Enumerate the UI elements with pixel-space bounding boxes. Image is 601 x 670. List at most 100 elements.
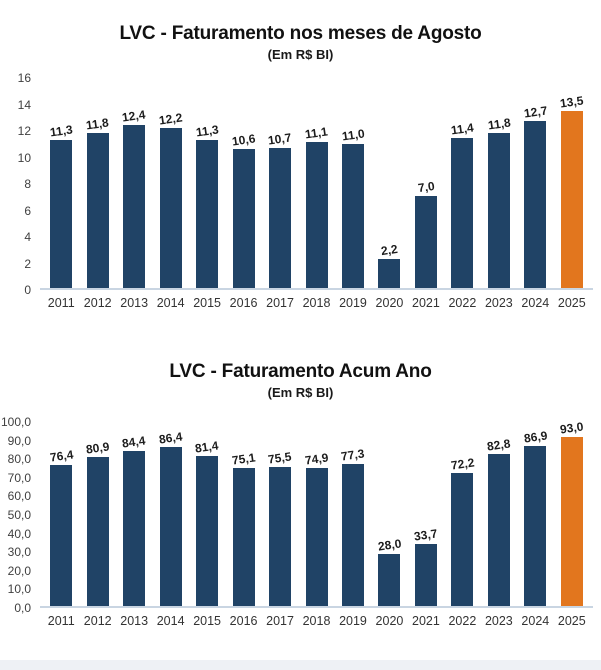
- x-tick-label: 2017: [266, 296, 294, 310]
- y-tick-label: 30,0: [7, 545, 31, 560]
- bar-2019: [341, 463, 364, 606]
- bar-value-label: 11,0: [340, 126, 366, 144]
- x-tick-label: 2016: [229, 614, 258, 628]
- bar-2023: [487, 133, 510, 288]
- bar-value-label: 11,8: [486, 115, 512, 133]
- bar-slot-2020: 2,2: [371, 78, 407, 288]
- x-tick-label: 2017: [266, 614, 294, 628]
- y-tick-label: 6: [24, 203, 31, 218]
- y-axis: 0 2 4 6 8 10 12 14 16: [0, 72, 40, 296]
- bar-slot-2019: 77,3: [335, 422, 371, 606]
- bar-2015: [196, 139, 219, 288]
- chart-title: LVC - Faturamento Acum Ano: [169, 361, 432, 382]
- x-tick-label: 2023: [484, 614, 513, 628]
- bar-slot-2023: 82,8: [481, 422, 517, 606]
- chart-subtitle: (Em R$ BI): [267, 47, 334, 62]
- x-tick-label: 2022: [448, 614, 477, 628]
- bar-slot-2013: 84,4: [116, 422, 152, 606]
- x-tick-label: 2018: [302, 614, 331, 628]
- bar-value-label: 84,4: [121, 433, 147, 451]
- bar-slot-2014: 12,2: [152, 78, 188, 288]
- bar-slot-2011: 76,4: [43, 422, 79, 606]
- x-tick-label: 2025: [557, 296, 586, 310]
- y-tick-label: 50,0: [7, 508, 31, 522]
- chart-faturamento-acum-ano: LVC - Faturamento Acum Ano (Em R$ BI) 0,…: [0, 360, 601, 628]
- bar-slot-2015: 81,4: [189, 422, 225, 606]
- x-tick-label: 2022: [448, 296, 477, 310]
- x-tick-label: 2012: [83, 296, 112, 310]
- bar-value-label: 86,4: [158, 429, 184, 447]
- x-tick-label: 2015: [193, 296, 222, 310]
- bar-value-label: 10,7: [267, 130, 293, 148]
- x-tick-label: 2024: [521, 296, 550, 310]
- bar-slot-2015: 11,3: [189, 78, 225, 288]
- bar-value-label: 12,2: [158, 110, 184, 128]
- bar-2023: [487, 453, 510, 606]
- bar-slot-2018: 11,1: [298, 78, 334, 288]
- bar-value-label: 77,3: [340, 446, 366, 464]
- y-tick-label: 2: [24, 256, 31, 271]
- y-tick-label: 0,0: [14, 601, 31, 615]
- bar-value-label: 76,4: [48, 447, 74, 465]
- y-tick-label: 4: [24, 230, 31, 244]
- plot-area: 76,4 80,9 84,4 86,4 81,4 75,1 75,5 74,9 77,3 28,0…: [40, 419, 593, 608]
- bar-2016: [232, 148, 255, 288]
- bottom-strip: [0, 660, 601, 670]
- bar-slot-2021: 33,7: [408, 422, 444, 606]
- bar-slot-2011: 11,3: [43, 78, 79, 288]
- x-tick-label: 2013: [120, 296, 149, 310]
- bar-slot-2022: 72,2: [444, 422, 480, 606]
- y-tick-label: 14: [17, 97, 31, 112]
- bar-value-label: 11,3: [49, 122, 74, 140]
- bar-slot-2012: 80,9: [79, 422, 115, 606]
- bar-2013: [123, 125, 146, 288]
- bar-slot-2019: 11,0: [335, 78, 371, 288]
- bar-slot-2025: 93,0: [554, 419, 590, 606]
- bar-2024: [524, 446, 547, 606]
- bar-value-label: 2,2: [380, 242, 399, 259]
- x-tick-label: 2021: [412, 614, 440, 628]
- x-tick-label: 2025: [557, 614, 586, 628]
- bar-slot-2021: 7,0: [408, 78, 444, 288]
- bar-value-label: 80,9: [85, 439, 111, 457]
- bar-value-label: 11,3: [194, 122, 220, 140]
- y-tick-label: 10: [17, 150, 31, 165]
- bar-slot-2024: 12,7: [517, 78, 553, 288]
- bar-slot-2023: 11,8: [481, 78, 517, 288]
- x-tick-label: 2019: [339, 296, 367, 310]
- x-tick-label: 2024: [521, 614, 550, 628]
- bar-2015: [196, 456, 219, 606]
- y-tick-label: 40,0: [7, 526, 31, 541]
- bar-2014: [159, 447, 182, 606]
- bar-value-label: 12,4: [121, 107, 147, 125]
- bar-value-label: 12,7: [522, 103, 548, 121]
- bar-2011: [50, 139, 73, 288]
- bar-slot-2016: 10,6: [225, 78, 261, 288]
- x-tick-label: 2015: [193, 614, 222, 628]
- bar-2021: [414, 544, 437, 606]
- bar-2012: [86, 133, 109, 288]
- bar-value-label: 33,7: [413, 526, 439, 544]
- x-tick-label: 2018: [302, 296, 331, 310]
- y-tick-label: 100,0: [0, 415, 31, 429]
- x-axis: 2011 2012 2013 2014 2015 2016 2017 2018 2019 2020…: [40, 290, 593, 310]
- bar-slot-2012: 11,8: [79, 78, 115, 288]
- bar-value-label: 10,6: [231, 131, 257, 149]
- bar-value-label: 86,9: [522, 428, 548, 446]
- bar-2014: [159, 127, 182, 288]
- y-tick-label: 8: [24, 177, 31, 191]
- y-axis: 0,0 10,0 20,0 30,0 40,0 50,0 60,0 70,0 80,0 90,0 1…: [0, 416, 40, 614]
- x-tick-label: 2014: [156, 614, 185, 628]
- y-tick-label: 16: [17, 71, 31, 85]
- bar-2020: [378, 259, 401, 288]
- bar-slot-2017: 75,5: [262, 422, 298, 606]
- y-tick-label: 0: [24, 283, 31, 297]
- x-tick-label: 2016: [229, 296, 258, 310]
- x-tick-label: 2019: [339, 614, 367, 628]
- bar-value-label: 11,8: [85, 115, 110, 133]
- bar-2018: [305, 142, 328, 288]
- bar-slot-2024: 86,9: [517, 422, 553, 606]
- bar-slot-2017: 10,7: [262, 78, 298, 288]
- bar-2018: [305, 468, 328, 606]
- y-tick-label: 60,0: [7, 489, 31, 504]
